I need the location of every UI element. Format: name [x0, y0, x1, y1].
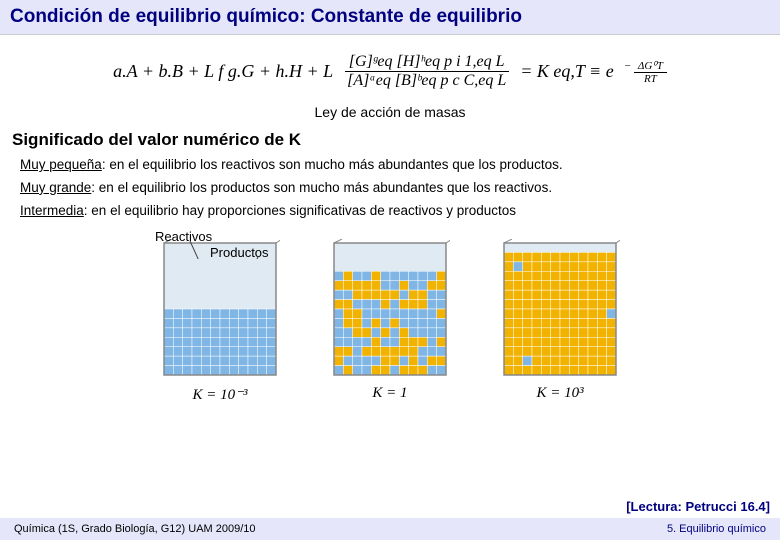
title-bar: Condición de equilibrio químico: Constan… [0, 0, 780, 35]
beakers-row: K = 10⁻³ K = 1 K = 10³ [160, 239, 620, 404]
beaker-svg-2 [500, 239, 620, 379]
item-1-text: : en el equilibrio los productos son muc… [91, 180, 552, 195]
exp-den: RT [640, 73, 661, 85]
productos-label: Productos [210, 245, 269, 260]
equation-lhs: a.A + b.B + L f g.G + h.H + L [113, 61, 333, 82]
item-2-text: : en el equilibrio hay proporciones sign… [84, 203, 516, 218]
footer-left: Química (1S, Grado Biología, G12) UAM 20… [14, 523, 256, 535]
equilibrium-equation: a.A + b.B + L f g.G + h.H + L [G]ᵍeq [H]… [113, 53, 667, 90]
item-1-lead: Muy grande [20, 180, 91, 195]
diagram-area: Reactivos Productos K = 10⁻³ K = 1 K = 10³ [0, 229, 780, 404]
item-0: Muy pequeña: en el equilibrio los reacti… [20, 156, 780, 175]
beaker-svg-0 [160, 239, 280, 379]
exp-num: ΔG⁰T [634, 59, 667, 73]
subheading: Significado del valor numérico de K [12, 130, 780, 150]
equation-mid: = K eq,T ≡ e [520, 61, 613, 82]
footer: Química (1S, Grado Biología, G12) UAM 20… [0, 518, 780, 540]
item-2: Intermedia: en el equilibrio hay proporc… [20, 202, 780, 221]
equation-denominator: [A]ᵃeq [B]ᵇeq p c C,eq L [343, 72, 510, 90]
beaker-0: K = 10⁻³ [160, 239, 280, 404]
equation-fraction: [G]ᵍeq [H]ʰeq p i 1,eq L [A]ᵃeq [B]ᵇeq p… [343, 53, 510, 90]
k-label-1: K = 1 [372, 385, 407, 402]
item-0-lead: Muy pequeña [20, 157, 102, 172]
item-2-lead: Intermedia [20, 203, 84, 218]
beaker-2: K = 10³ [500, 239, 620, 404]
beaker-svg-1 [330, 239, 450, 379]
equation-numerator: [G]ᵍeq [H]ʰeq p i 1,eq L [345, 53, 509, 72]
item-0-text: : en el equilibrio los reactivos son muc… [102, 157, 563, 172]
footer-right: 5. Equilibrio químico [667, 523, 766, 535]
item-1: Muy grande: en el equilibrio los product… [20, 179, 780, 198]
equation-area: a.A + b.B + L f g.G + h.H + L [G]ᵍeq [H]… [0, 35, 780, 98]
page-title: Condición de equilibrio químico: Constan… [10, 6, 770, 28]
equation-caption: Ley de acción de masas [0, 104, 780, 120]
k-label-0: K = 10⁻³ [192, 385, 247, 404]
lectura-ref: [Lectura: Petrucci 16.4] [626, 499, 770, 514]
k-label-2: K = 10³ [536, 385, 583, 402]
reactivos-label: Reactivos [155, 229, 212, 244]
beaker-1: K = 1 [330, 239, 450, 404]
